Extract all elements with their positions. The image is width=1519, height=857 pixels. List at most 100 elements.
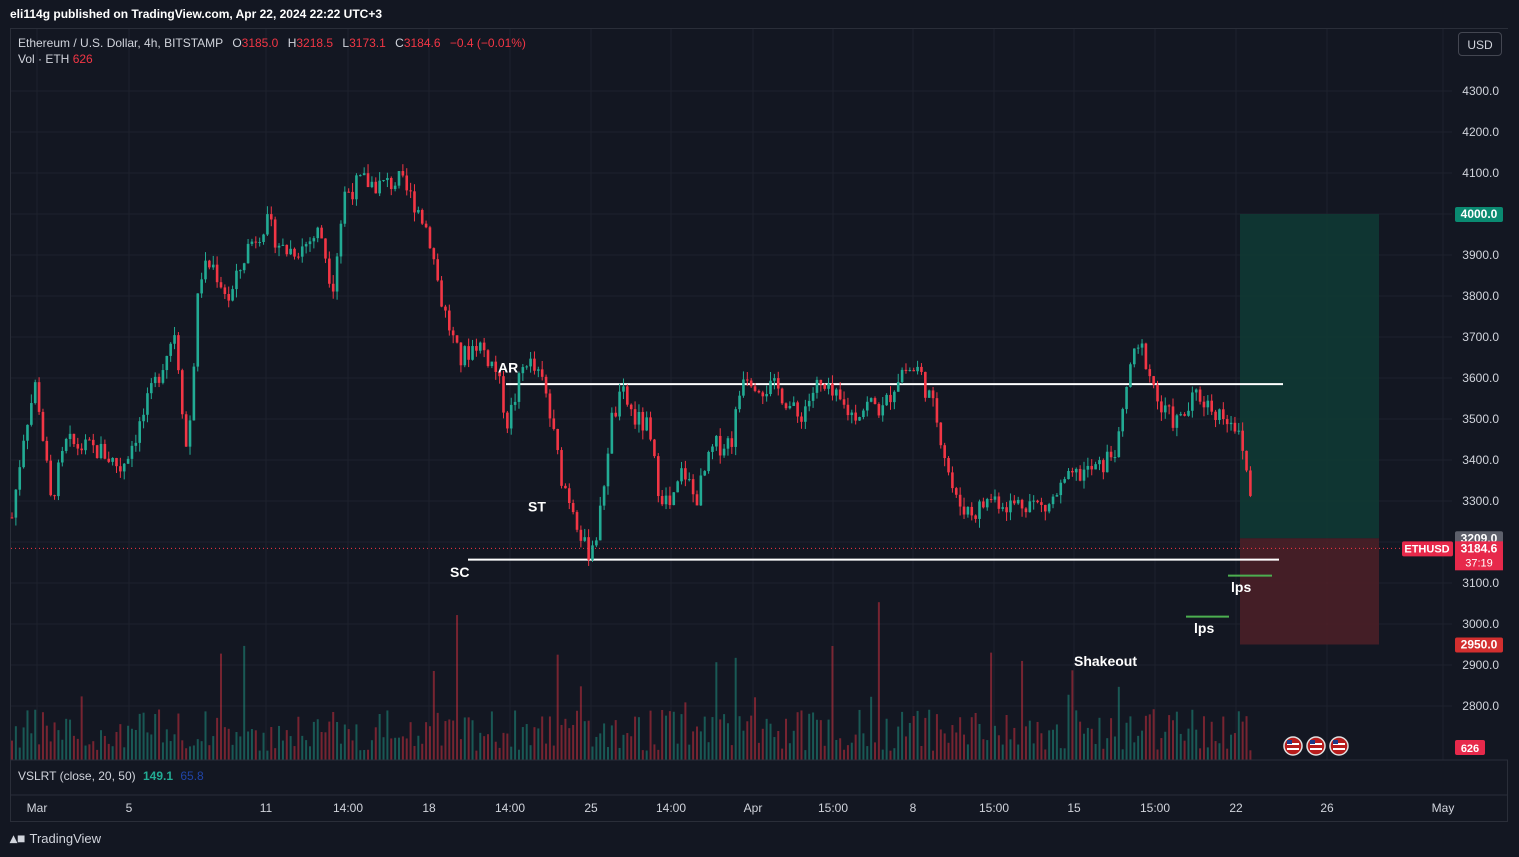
volume-bar [444, 721, 447, 760]
candle-body [1102, 460, 1105, 473]
candle-body [258, 241, 261, 243]
volume-bar [339, 743, 342, 760]
candle-body [831, 383, 834, 396]
volume-bar [1241, 721, 1244, 760]
volume-bar [165, 729, 168, 760]
candle-body [900, 369, 904, 383]
volume-bar [1059, 748, 1062, 760]
volume-bar [978, 723, 981, 760]
volume-bar [862, 733, 865, 760]
candle-body [389, 177, 393, 190]
candle-body [680, 468, 683, 482]
us-flag-icon[interactable] [1306, 736, 1326, 756]
time-tick-label: 14:00 [495, 801, 525, 815]
volume-bar [1226, 748, 1229, 760]
candle-body [927, 390, 931, 398]
volume-bar [576, 710, 579, 760]
volume-bar [11, 740, 13, 760]
volume-bar [881, 749, 884, 760]
candle-body [169, 343, 172, 356]
volume-bar [695, 726, 698, 760]
volume-bar [932, 750, 935, 760]
annotation-st: ST [528, 499, 546, 515]
volume-bar [1202, 716, 1205, 760]
volume-bar [665, 715, 668, 760]
time-tick-label: May [1432, 801, 1455, 815]
volume-bar [1206, 747, 1209, 760]
candle-body [297, 256, 300, 258]
volume-bar [421, 743, 424, 760]
close-value: 3184.6 [403, 36, 441, 50]
candle-body [664, 495, 668, 505]
volume-bar [1067, 694, 1070, 760]
candle-body [533, 358, 536, 371]
stop-zone [1240, 538, 1379, 645]
volume-bar [591, 746, 594, 760]
candle-body [448, 310, 451, 331]
candle-body [571, 502, 575, 513]
volume-bar [874, 742, 877, 760]
volume-label[interactable]: Vol · ETH [18, 52, 70, 66]
candle-body [734, 409, 737, 447]
volume-bar [1245, 716, 1248, 760]
time-tick-label: 5 [126, 801, 133, 815]
candle-body [246, 243, 250, 264]
symbol-title[interactable]: Ethereum / U.S. Dollar, 4h, BITSTAMP [18, 36, 223, 50]
volume-bar [1152, 709, 1155, 760]
candle-body [564, 485, 567, 489]
flag-canton [1287, 740, 1292, 744]
candle-body [1051, 496, 1055, 505]
candle-body [304, 244, 308, 247]
volume-bar [428, 726, 431, 760]
low-value: 3173.1 [349, 36, 386, 50]
candle-body [614, 412, 618, 417]
currency-button[interactable]: USD [1458, 32, 1502, 56]
candle-body [1237, 430, 1241, 432]
volume-bar [80, 696, 83, 760]
candle-body [556, 428, 559, 451]
candle-body [1133, 348, 1136, 365]
volume-bar [409, 722, 412, 760]
volume-bar [107, 743, 110, 760]
candle-body [1191, 392, 1194, 411]
volume-bar [680, 714, 683, 760]
volume-bar [754, 697, 757, 760]
candle-body [235, 270, 238, 290]
volume-bar [1125, 722, 1128, 760]
candle-body [509, 404, 513, 429]
candle-body [997, 496, 1001, 509]
volume-bar [1230, 734, 1233, 760]
volume-bar [320, 731, 323, 760]
candle-body [471, 346, 474, 360]
candle-body [931, 390, 935, 399]
us-flag-icon[interactable] [1283, 736, 1303, 756]
candle-body [1098, 460, 1101, 465]
volume-bar [1144, 715, 1147, 760]
candle-body [239, 270, 242, 272]
volume-bar [1071, 670, 1074, 760]
us-flag-icon[interactable] [1329, 736, 1349, 756]
volume-bar [96, 749, 99, 760]
candle-body [1082, 469, 1086, 481]
volume-bar [812, 712, 815, 760]
candle-body [451, 330, 455, 336]
volume-bar [189, 746, 192, 760]
candle-body [269, 214, 273, 220]
candle-body [486, 350, 490, 367]
brand-name: TradingView [29, 831, 102, 846]
volume-bar [250, 729, 253, 760]
candle-body [904, 369, 908, 371]
candle-body [33, 382, 37, 404]
candle-body [1078, 468, 1082, 481]
candle-body [575, 512, 579, 530]
volume-bar [603, 723, 606, 760]
candle-body [1117, 431, 1121, 458]
indicator-legend: VSLRT (close, 20, 50) 149.1 65.8 [18, 769, 204, 783]
candle-body [978, 501, 981, 519]
price-tick-label: 3400.0 [1462, 453, 1499, 467]
candle-body [1071, 470, 1074, 473]
indicator-label[interactable]: VSLRT (close, 20, 50) [18, 769, 136, 783]
candle-body [254, 241, 258, 243]
volume-bar [1082, 733, 1085, 760]
